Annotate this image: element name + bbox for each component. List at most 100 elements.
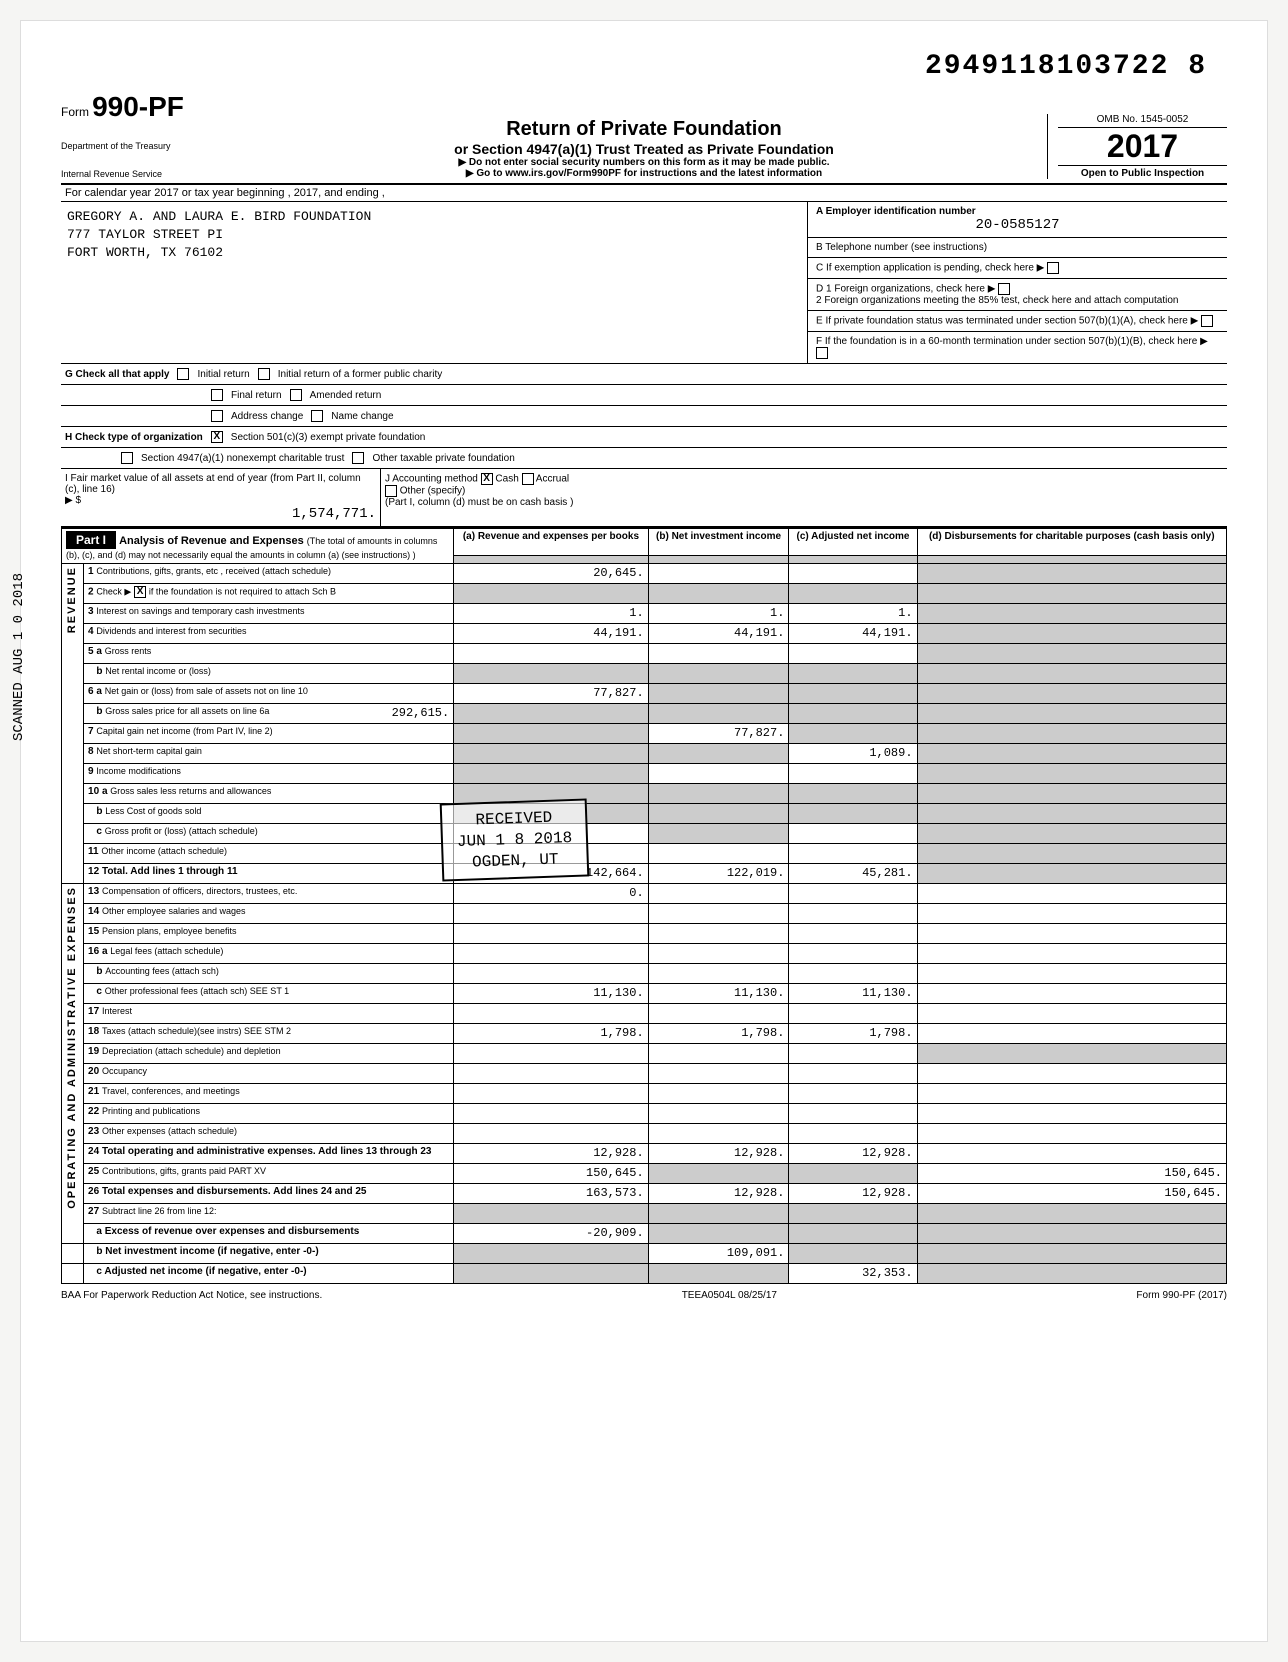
calendar-year-line: For calendar year 2017 or tax year begin… bbox=[61, 185, 1227, 202]
line27c-desc: c Adjusted net income (if negative, ente… bbox=[96, 1266, 306, 1277]
entity-addr1: 777 TAYLOR STREET PI bbox=[67, 226, 801, 244]
g-opt-4: Amended return bbox=[310, 390, 382, 401]
h-501c3-checkbox[interactable]: X bbox=[211, 431, 223, 443]
g-opt-2: Address change bbox=[231, 411, 303, 422]
line3-b: 1. bbox=[648, 604, 789, 624]
g-amended-checkbox[interactable] bbox=[290, 389, 302, 401]
dln-number: 2949118103722 8 bbox=[925, 51, 1207, 82]
line5b-desc: Net rental income or (loss) bbox=[105, 666, 211, 676]
box-f-checkbox[interactable] bbox=[816, 347, 828, 359]
line11-desc: Other income (attach schedule) bbox=[101, 846, 227, 856]
box-a-label: A Employer identification number bbox=[816, 206, 1219, 217]
j-note: (Part I, column (d) must be on cash basi… bbox=[385, 497, 1223, 508]
part1-table: Part I Analysis of Revenue and Expenses … bbox=[61, 528, 1227, 1284]
j-other: Other (specify) bbox=[400, 486, 466, 497]
subtitle-2: ▶ Go to www.irs.gov/Form990PF for instru… bbox=[241, 168, 1047, 179]
form-number: 990-PF bbox=[92, 91, 184, 122]
line1-desc: Contributions, gifts, grants, etc , rece… bbox=[96, 566, 331, 576]
dept-treasury: Department of the Treasury bbox=[61, 141, 241, 151]
part1-title: Analysis of Revenue and Expenses bbox=[119, 535, 304, 547]
line25-d: 150,645. bbox=[917, 1164, 1226, 1184]
year-block: OMB No. 1545-0052 2017 Open to Public In… bbox=[1047, 114, 1227, 179]
col-b-header: (b) Net investment income bbox=[648, 529, 789, 556]
footer-left: BAA For Paperwork Reduction Act Notice, … bbox=[61, 1290, 322, 1301]
line6a-desc: Net gain or (loss) from sale of assets n… bbox=[105, 686, 308, 696]
box-e-checkbox[interactable] bbox=[1201, 315, 1213, 327]
line24-desc: Total operating and administrative expen… bbox=[102, 1146, 432, 1157]
line16a-desc: Legal fees (attach schedule) bbox=[110, 946, 223, 956]
h-opt1: Section 501(c)(3) exempt private foundat… bbox=[231, 432, 426, 443]
box-c-checkbox[interactable] bbox=[1047, 262, 1059, 274]
right-info-boxes: A Employer identification number 20-0585… bbox=[807, 202, 1227, 363]
h-other-checkbox[interactable] bbox=[352, 452, 364, 464]
line18-b: 1,798. bbox=[648, 1024, 789, 1044]
row-g2: Final return Amended return bbox=[61, 385, 1227, 406]
line4-desc: Dividends and interest from securities bbox=[96, 626, 246, 636]
line26-desc: Total expenses and disbursements. Add li… bbox=[102, 1186, 367, 1197]
g-name-change-checkbox[interactable] bbox=[311, 410, 323, 422]
line24-a: 12,928. bbox=[454, 1144, 648, 1164]
box-e: E If private foundation status was termi… bbox=[808, 311, 1227, 332]
line16c-desc: Other professional fees (attach sch) SEE… bbox=[105, 986, 289, 996]
public-inspection: Open to Public Inspection bbox=[1058, 165, 1227, 179]
part1-header-cell: Part I Analysis of Revenue and Expenses … bbox=[62, 529, 454, 564]
entity-addr2: FORT WORTH, TX 76102 bbox=[67, 244, 801, 262]
j-other-checkbox[interactable] bbox=[385, 485, 397, 497]
line3-a: 1. bbox=[454, 604, 648, 624]
h-4947-checkbox[interactable] bbox=[121, 452, 133, 464]
g-initial-former-checkbox[interactable] bbox=[258, 368, 270, 380]
line3-c: 1. bbox=[789, 604, 917, 624]
line9-desc: Income modifications bbox=[96, 766, 181, 776]
line23-desc: Other expenses (attach schedule) bbox=[102, 1126, 237, 1136]
line20-desc: Occupancy bbox=[102, 1066, 147, 1076]
line26-b: 12,928. bbox=[648, 1184, 789, 1204]
line26-a: 163,573. bbox=[454, 1184, 648, 1204]
line21-desc: Travel, conferences, and meetings bbox=[102, 1086, 240, 1096]
line12-desc: Total. Add lines 1 through 11 bbox=[102, 866, 238, 877]
form-number-block: Form 990-PF Department of the Treasury I… bbox=[61, 91, 241, 179]
i-label: I Fair market value of all assets at end… bbox=[65, 473, 376, 495]
form-header: Form 990-PF Department of the Treasury I… bbox=[61, 91, 1227, 185]
entity-info-grid: GREGORY A. AND LAURA E. BIRD FOUNDATION … bbox=[61, 202, 1227, 364]
j-accrual: Accrual bbox=[536, 474, 569, 485]
line25-desc: Contributions, gifts, grants paid PART X… bbox=[102, 1166, 266, 1176]
box-d1-checkbox[interactable] bbox=[998, 283, 1010, 295]
part1-label: Part I bbox=[66, 531, 116, 549]
line19-desc: Depreciation (attach schedule) and deple… bbox=[102, 1046, 281, 1056]
box-a: A Employer identification number 20-0585… bbox=[808, 202, 1227, 238]
g-final-return-checkbox[interactable] bbox=[211, 389, 223, 401]
title-block: Return of Private Foundation or Section … bbox=[241, 118, 1047, 179]
line27c-c: 32,353. bbox=[789, 1264, 917, 1284]
j-accrual-checkbox[interactable] bbox=[522, 473, 534, 485]
line13-a: 0. bbox=[454, 884, 648, 904]
line3-desc: Interest on savings and temporary cash i… bbox=[96, 606, 304, 616]
box-c: C If exemption application is pending, c… bbox=[808, 258, 1227, 279]
g-opt-5: Name change bbox=[331, 411, 393, 422]
line22-desc: Printing and publications bbox=[102, 1106, 200, 1116]
g-opt-0: Initial return bbox=[197, 369, 249, 380]
line4-a: 44,191. bbox=[454, 624, 648, 644]
line2-checkbox[interactable]: X bbox=[134, 586, 146, 598]
line10b-desc: Less Cost of goods sold bbox=[105, 806, 201, 816]
j-cash: Cash bbox=[495, 474, 518, 485]
line18-c: 1,798. bbox=[789, 1024, 917, 1044]
g-address-change-checkbox[interactable] bbox=[211, 410, 223, 422]
box-b-label: B Telephone number (see instructions) bbox=[816, 242, 987, 253]
line27a-a: -20,909. bbox=[454, 1224, 648, 1244]
col-a-header: (a) Revenue and expenses per books bbox=[454, 529, 648, 556]
row-g3: Address change Name change bbox=[61, 406, 1227, 427]
row-h2: Section 4947(a)(1) nonexempt charitable … bbox=[61, 448, 1227, 469]
line4-c: 44,191. bbox=[789, 624, 917, 644]
subtitle-1: ▶ Do not enter social security numbers o… bbox=[241, 157, 1047, 168]
box-b: B Telephone number (see instructions) bbox=[808, 238, 1227, 258]
g-initial-return-checkbox[interactable] bbox=[177, 368, 189, 380]
revenue-side-label: REVENUE bbox=[62, 564, 84, 884]
box-c-label: C If exemption application is pending, c… bbox=[816, 263, 1044, 274]
line8-desc: Net short-term capital gain bbox=[96, 746, 202, 756]
j-cash-checkbox[interactable]: X bbox=[481, 473, 493, 485]
line18-a: 1,798. bbox=[454, 1024, 648, 1044]
line1-a: 20,645. bbox=[454, 564, 648, 584]
line26-d: 150,645. bbox=[917, 1184, 1226, 1204]
stamp-l3: OGDEN, UT bbox=[457, 849, 573, 874]
line16c-a: 11,130. bbox=[454, 984, 648, 1004]
